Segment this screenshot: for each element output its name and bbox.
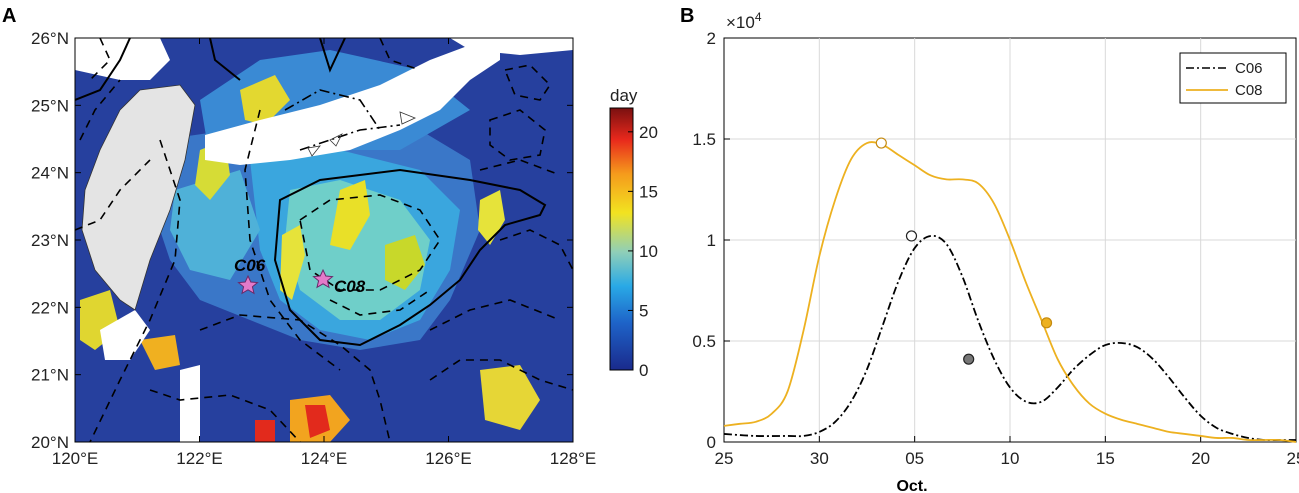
se-patch — [480, 365, 540, 430]
field-west-eddy — [170, 170, 260, 280]
map-x-tick-label: 120°E — [52, 449, 99, 468]
colorbar-tick-label: 5 — [639, 301, 648, 320]
series-line-c06 — [723, 234, 1296, 442]
x-tick-label: 10 — [1001, 449, 1020, 468]
map-x-tick-label: 124°E — [301, 449, 348, 468]
x-axis-label: Oct. — [896, 478, 927, 493]
colorbar-ticks: 0 5 10 15 20 — [628, 123, 658, 380]
station-c08-label: C08 — [334, 277, 366, 296]
panel-a-letter: A — [2, 5, 16, 27]
colorbar-tick-label: 10 — [639, 242, 658, 261]
map-field — [75, 38, 573, 442]
x-tick-label: 30 — [810, 449, 829, 468]
series-group — [723, 137, 1297, 443]
colorbar-label: day — [610, 86, 638, 105]
legend: C06 C08 — [1179, 52, 1287, 104]
map-y-tick-label: 22°N — [31, 298, 69, 317]
y-tick-label: 1 — [707, 231, 716, 250]
y-tick-label: 0 — [707, 433, 716, 452]
map-y-tick-label: 21°N — [31, 366, 69, 385]
x-tick-label: 25 — [715, 449, 734, 468]
station-c06-marker — [237, 274, 259, 295]
map-axis-ticks: 120°E 122°E 124°E 126°E 128°E 20°N 21°N 22°N 23°… — [31, 29, 596, 468]
series-marker-c08 — [1040, 317, 1053, 329]
white-band — [205, 40, 500, 165]
series-marker-c08 — [875, 137, 887, 149]
line-plot: 2530051015202500.511.52 — [692, 29, 1299, 468]
streak-2 — [330, 180, 370, 250]
plot-axis-ticks: 2530051015202500.511.52 — [692, 29, 1299, 468]
white-coast — [100, 310, 150, 360]
streak-3 — [385, 235, 425, 290]
map-x-tick-label: 128°E — [550, 449, 597, 468]
south-red-2 — [255, 420, 275, 442]
legend-c08-label: C08 — [1235, 82, 1263, 99]
map-x-tick-label: 126°E — [425, 449, 472, 468]
legend-c06-label: C06 — [1235, 60, 1263, 77]
station-c08-marker — [312, 268, 334, 289]
map-y-tick-label: 20°N — [31, 433, 69, 452]
y-multiplier-base: ×10 — [726, 13, 755, 32]
white-strip — [180, 365, 200, 442]
y-tick-label: 1.5 — [692, 130, 716, 149]
legend-box — [1179, 52, 1287, 104]
colorbar — [609, 107, 634, 371]
white-top — [450, 38, 573, 55]
colorbar-tick-label: 20 — [639, 123, 658, 142]
colorbar-tick-label: 15 — [639, 182, 658, 201]
vector-arrows — [307, 111, 417, 157]
series-marker-c06 — [963, 353, 975, 365]
x-tick-label: 20 — [1191, 449, 1210, 468]
y-multiplier-exp: 4 — [755, 10, 762, 24]
station-c06-label: C06 — [234, 256, 266, 275]
x-tick-label: 15 — [1096, 449, 1115, 468]
streak-5 — [240, 75, 290, 125]
streak-1 — [280, 225, 305, 300]
map-y-tick-label: 24°N — [31, 164, 69, 183]
map-x-tick-label: 122°E — [176, 449, 223, 468]
west-patch-2 — [140, 335, 180, 370]
y-multiplier: ×104 — [726, 10, 762, 32]
x-tick-label: 05 — [905, 449, 924, 468]
colorbar-tick-label: 0 — [639, 361, 648, 380]
panel-b-letter: B — [680, 5, 694, 27]
white-corner — [75, 38, 170, 80]
map-y-tick-label: 26°N — [31, 29, 69, 48]
x-tick-label: 25 — [1287, 449, 1299, 468]
series-marker-c06 — [905, 230, 918, 242]
series-line-c08 — [723, 141, 1297, 443]
y-tick-label: 0.5 — [692, 332, 716, 351]
south-red — [305, 405, 330, 438]
taiwan-island — [81, 84, 196, 311]
contours — [75, 38, 573, 442]
y-tick-label: 2 — [707, 29, 716, 48]
map-y-tick-label: 25°N — [31, 96, 69, 115]
map-y-tick-label: 23°N — [31, 231, 69, 250]
